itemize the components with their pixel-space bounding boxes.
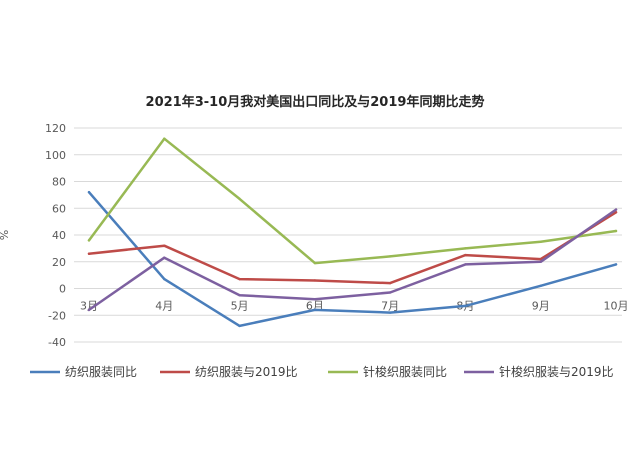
legend-label: 纺织服装与2019比 [195, 365, 298, 379]
legend: 纺织服装同比 纺织服装与2019比 针梭织服装同比 针梭织服装与2019比 [30, 364, 614, 379]
data-point [313, 308, 317, 312]
data-point [238, 324, 241, 328]
y-tick-label: 100 [45, 149, 66, 162]
data-point [313, 261, 317, 265]
data-point [614, 211, 618, 214]
data-point [87, 252, 91, 255]
data-point [87, 239, 91, 242]
y-tick-label: -40 [48, 336, 66, 349]
series-line [87, 208, 618, 312]
y-tick-label: 60 [52, 202, 66, 215]
data-point [238, 293, 241, 297]
data-point [313, 279, 317, 282]
legend-label: 针梭织服装与2019比 [499, 364, 614, 379]
data-point [388, 291, 392, 294]
y-tick-label: 40 [52, 229, 66, 242]
data-point [614, 229, 618, 233]
y-tick-label: 80 [52, 176, 66, 189]
data-point [87, 191, 91, 194]
gridlines [74, 127, 622, 343]
x-tick-label: 5月 [231, 300, 249, 313]
data-point [163, 277, 166, 281]
x-tick-label: 9月 [532, 300, 550, 313]
data-point [163, 256, 166, 259]
data-point [163, 137, 166, 140]
x-tick-label: 7月 [381, 300, 399, 313]
x-tick-label: 3月 [80, 300, 98, 313]
data-point [388, 281, 392, 285]
data-point [539, 284, 542, 288]
data-point [87, 308, 91, 312]
x-tick-label: 4月 [155, 300, 173, 313]
data-point [464, 253, 467, 257]
data-point [614, 208, 618, 211]
y-axis-label: % [0, 230, 11, 240]
data-point [313, 298, 317, 301]
data-point [539, 260, 542, 263]
legend-label: 纺织服装同比 [65, 365, 137, 379]
data-point [238, 277, 241, 281]
series-lines [87, 137, 618, 328]
data-point [388, 311, 392, 314]
y-tick-label: 120 [45, 122, 66, 135]
y-tick-label: -20 [48, 309, 66, 322]
series-line [87, 190, 618, 328]
data-point [464, 247, 467, 250]
data-point [238, 197, 241, 201]
data-point [464, 263, 467, 266]
chart-title: 2021年3-10月我对美国出口同比及与2019年同期比走势 [146, 94, 485, 110]
data-point [464, 304, 467, 308]
series-line [87, 211, 618, 285]
data-point [163, 244, 166, 247]
y-tick-label: 20 [52, 256, 66, 269]
data-point [614, 263, 618, 266]
data-point [539, 257, 542, 261]
data-point [539, 240, 542, 243]
series-line [87, 137, 618, 265]
x-tick-label: 10月 [604, 300, 629, 313]
y-tick-label: 0 [59, 283, 66, 296]
data-point [388, 255, 392, 258]
y-axis-ticks: 120 100 80 60 40 20 0 -20 -40 [45, 122, 66, 349]
legend-label: 针梭织服装同比 [363, 364, 447, 379]
